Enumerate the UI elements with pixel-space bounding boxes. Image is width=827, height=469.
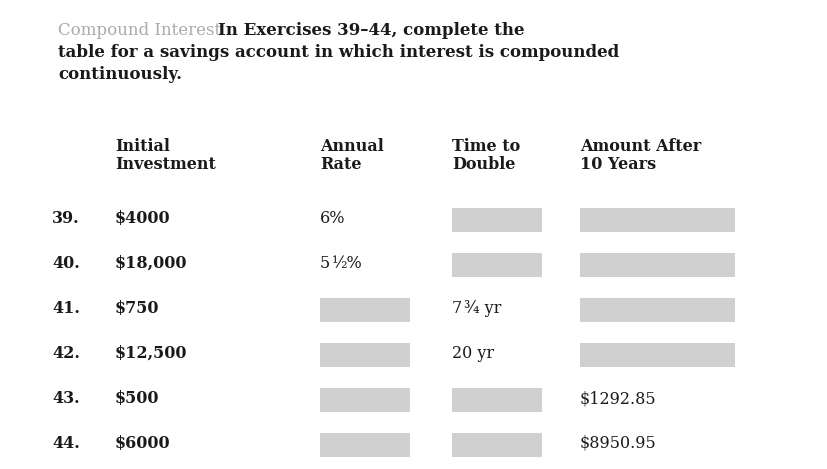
Text: $4000: $4000 bbox=[115, 210, 170, 227]
Bar bbox=[452, 388, 542, 412]
Text: 7: 7 bbox=[452, 300, 461, 317]
Text: 44.: 44. bbox=[52, 435, 79, 452]
Text: 10 Years: 10 Years bbox=[579, 156, 655, 173]
Bar bbox=[579, 208, 734, 232]
Text: 42.: 42. bbox=[52, 345, 79, 362]
Bar bbox=[579, 298, 734, 322]
Bar bbox=[319, 388, 409, 412]
Bar bbox=[319, 343, 409, 367]
Text: ¾ yr: ¾ yr bbox=[463, 300, 501, 317]
Text: 40.: 40. bbox=[52, 255, 79, 272]
Text: 39.: 39. bbox=[52, 210, 79, 227]
Text: $500: $500 bbox=[115, 390, 160, 407]
Text: $750: $750 bbox=[115, 300, 160, 317]
Bar bbox=[452, 208, 542, 232]
Bar bbox=[319, 298, 409, 322]
Text: $18,000: $18,000 bbox=[115, 255, 187, 272]
Text: 20 yr: 20 yr bbox=[452, 345, 494, 362]
Text: 5: 5 bbox=[319, 255, 330, 272]
Bar bbox=[452, 433, 542, 457]
Text: Double: Double bbox=[452, 156, 514, 173]
Text: 43.: 43. bbox=[52, 390, 79, 407]
Bar bbox=[319, 433, 409, 457]
Bar bbox=[452, 253, 542, 277]
Text: Time to: Time to bbox=[452, 138, 519, 155]
Text: $1292.85: $1292.85 bbox=[579, 390, 656, 407]
Bar bbox=[579, 343, 734, 367]
Text: Investment: Investment bbox=[115, 156, 216, 173]
Text: Compound Interest: Compound Interest bbox=[58, 22, 221, 39]
Text: Initial: Initial bbox=[115, 138, 170, 155]
Text: $6000: $6000 bbox=[115, 435, 170, 452]
Text: $8950.95: $8950.95 bbox=[579, 435, 656, 452]
Text: $12,500: $12,500 bbox=[115, 345, 187, 362]
Text: In Exercises 39–44, complete the: In Exercises 39–44, complete the bbox=[218, 22, 523, 39]
Text: continuously.: continuously. bbox=[58, 66, 182, 83]
Text: table for a savings account in which interest is compounded: table for a savings account in which int… bbox=[58, 44, 619, 61]
Text: ½%: ½% bbox=[332, 255, 362, 272]
Text: 41.: 41. bbox=[52, 300, 79, 317]
Text: Rate: Rate bbox=[319, 156, 361, 173]
Text: Annual: Annual bbox=[319, 138, 383, 155]
Text: Amount After: Amount After bbox=[579, 138, 700, 155]
Bar bbox=[579, 253, 734, 277]
Text: 6%: 6% bbox=[319, 210, 345, 227]
